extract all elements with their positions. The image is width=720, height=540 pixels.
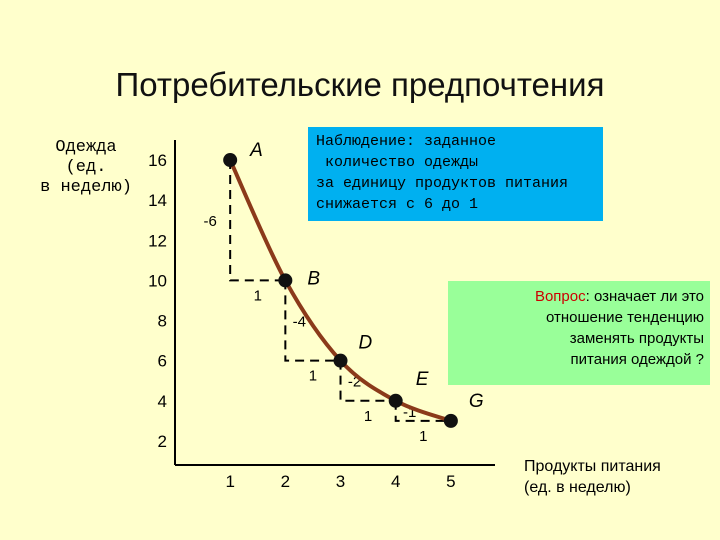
x-tick-label: 5 bbox=[446, 472, 455, 491]
observation-box: Наблюдение: заданное количество одежды з… bbox=[308, 127, 603, 221]
y-tick-label: 10 bbox=[148, 271, 167, 290]
x-tick-label: 4 bbox=[391, 472, 400, 491]
point-label-a: A bbox=[249, 140, 263, 161]
axes bbox=[174, 140, 495, 466]
y-tick-label: 2 bbox=[158, 432, 167, 451]
data-points: A B D E G bbox=[223, 140, 484, 428]
indifference-curve bbox=[228, 159, 452, 423]
step-guides: -61-41 -21 -11 bbox=[204, 160, 451, 445]
question-word: Вопрос bbox=[534, 288, 586, 305]
delta-x-label: 1 bbox=[254, 287, 262, 304]
y-tick-label: 12 bbox=[148, 231, 167, 250]
delta-y-label: -6 bbox=[204, 213, 217, 230]
y-tick-label: 14 bbox=[148, 191, 167, 210]
point-a bbox=[223, 153, 238, 168]
point-label-e: E bbox=[416, 369, 429, 390]
x-axis-label: Продукты питания (ед. в неделю) bbox=[524, 458, 661, 496]
x-tick-label: 2 bbox=[281, 472, 290, 491]
step-guide bbox=[229, 160, 286, 282]
delta-x-label: 1 bbox=[419, 428, 427, 445]
question-rest: отношение тенденцию заменять продукты пи… bbox=[546, 309, 704, 368]
delta-x-label: 1 bbox=[309, 368, 317, 385]
delta-y-label: -4 bbox=[293, 314, 306, 331]
y-tick-label: 6 bbox=[158, 352, 167, 371]
point-label-g: G bbox=[469, 391, 484, 412]
y-tick-label: 8 bbox=[158, 312, 167, 331]
point-label-b: B bbox=[307, 268, 320, 289]
point-e bbox=[388, 393, 403, 408]
page-title: Потребительские предпочтения bbox=[115, 66, 605, 103]
point-g bbox=[443, 413, 458, 428]
y-axis-label: Одежда (ед. в неделю) bbox=[40, 138, 132, 197]
question-box: Вопрос: означает ли это отношение тенден… bbox=[448, 281, 710, 385]
question-first-line: : означает ли это bbox=[585, 288, 704, 305]
x-tick-label: 1 bbox=[225, 472, 234, 491]
step-guide bbox=[284, 280, 341, 362]
y-tick-label: 4 bbox=[158, 392, 167, 411]
step-guide bbox=[339, 360, 396, 402]
delta-x-label: 1 bbox=[364, 408, 372, 425]
point-b bbox=[278, 273, 293, 288]
point-d bbox=[333, 353, 348, 368]
point-label-d: D bbox=[359, 333, 373, 354]
x-tick-label: 3 bbox=[336, 472, 345, 491]
y-tick-label: 16 bbox=[148, 151, 167, 170]
